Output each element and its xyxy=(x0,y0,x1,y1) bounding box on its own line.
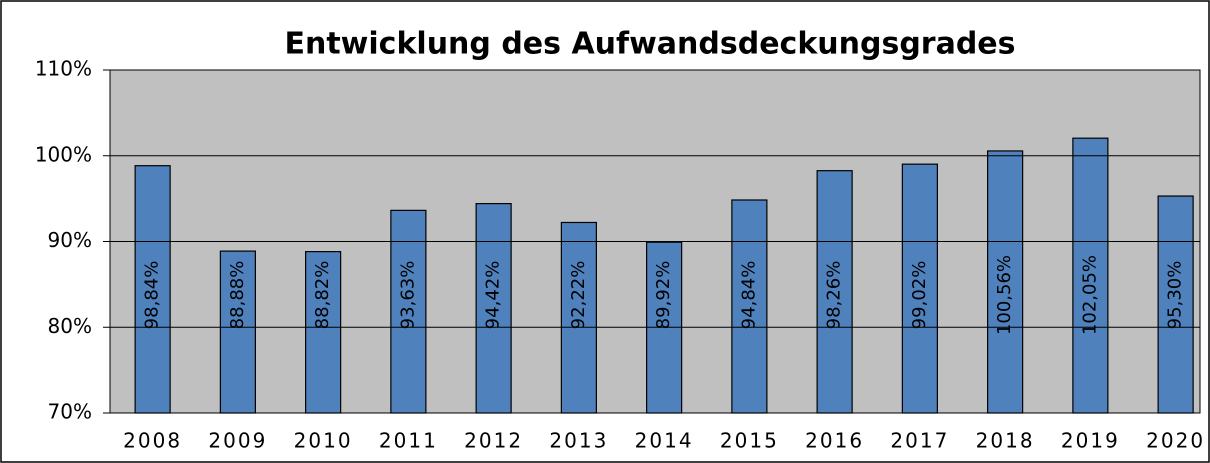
bar xyxy=(901,163,938,414)
bar xyxy=(134,165,171,414)
bar xyxy=(1072,137,1109,414)
bar xyxy=(390,209,427,414)
data-label: 89,92% xyxy=(653,261,674,330)
x-tick-label: 2012 xyxy=(464,429,523,453)
x-tick-label: 2019 xyxy=(1061,429,1120,453)
x-tick-label: 2016 xyxy=(805,429,864,453)
data-label: 99,02% xyxy=(909,261,930,330)
data-label: 94,42% xyxy=(483,261,504,330)
bar xyxy=(475,202,512,414)
y-tick-label: 80% xyxy=(48,314,92,338)
y-tick-label: 100% xyxy=(35,142,92,166)
x-tick-label: 2009 xyxy=(208,429,267,453)
y-tick-label: 110% xyxy=(35,57,92,81)
x-tick-label: 2017 xyxy=(890,429,949,453)
x-tick-label: 2008 xyxy=(123,429,182,453)
x-tick-label: 2010 xyxy=(294,429,353,453)
x-tick-label: 2018 xyxy=(976,429,1035,453)
data-label: 95,30% xyxy=(1165,261,1186,330)
data-label: 88,82% xyxy=(312,261,333,330)
bar xyxy=(731,199,768,414)
data-label: 92,22% xyxy=(568,261,589,330)
bar xyxy=(987,150,1024,414)
data-label: 98,26% xyxy=(824,261,845,330)
data-label: 100,56% xyxy=(994,255,1015,335)
data-label: 93,63% xyxy=(397,261,418,330)
x-tick-label: 2014 xyxy=(635,429,694,453)
bar xyxy=(219,250,256,414)
bar xyxy=(560,221,597,414)
data-label: 98,84% xyxy=(142,261,163,330)
x-tick-label: 2011 xyxy=(379,429,438,453)
x-tick-label: 2020 xyxy=(1146,429,1205,453)
bar xyxy=(816,170,853,414)
x-tick-label: 2013 xyxy=(549,429,608,453)
data-label: 94,84% xyxy=(738,261,759,330)
chart-title: Entwicklung des Aufwandsdeckungsgrades xyxy=(284,27,1015,62)
plot: 98,84% 88,88% 88,82% 93,63% 94,42% 92,22% 89,9… xyxy=(134,137,1194,414)
data-label: 88,88% xyxy=(227,261,248,330)
y-tick-label: 90% xyxy=(48,228,92,252)
bar xyxy=(1157,195,1194,414)
y-tick-label: 70% xyxy=(48,400,92,424)
x-tick-label: 2015 xyxy=(720,429,779,453)
data-label: 102,05% xyxy=(1079,255,1100,335)
